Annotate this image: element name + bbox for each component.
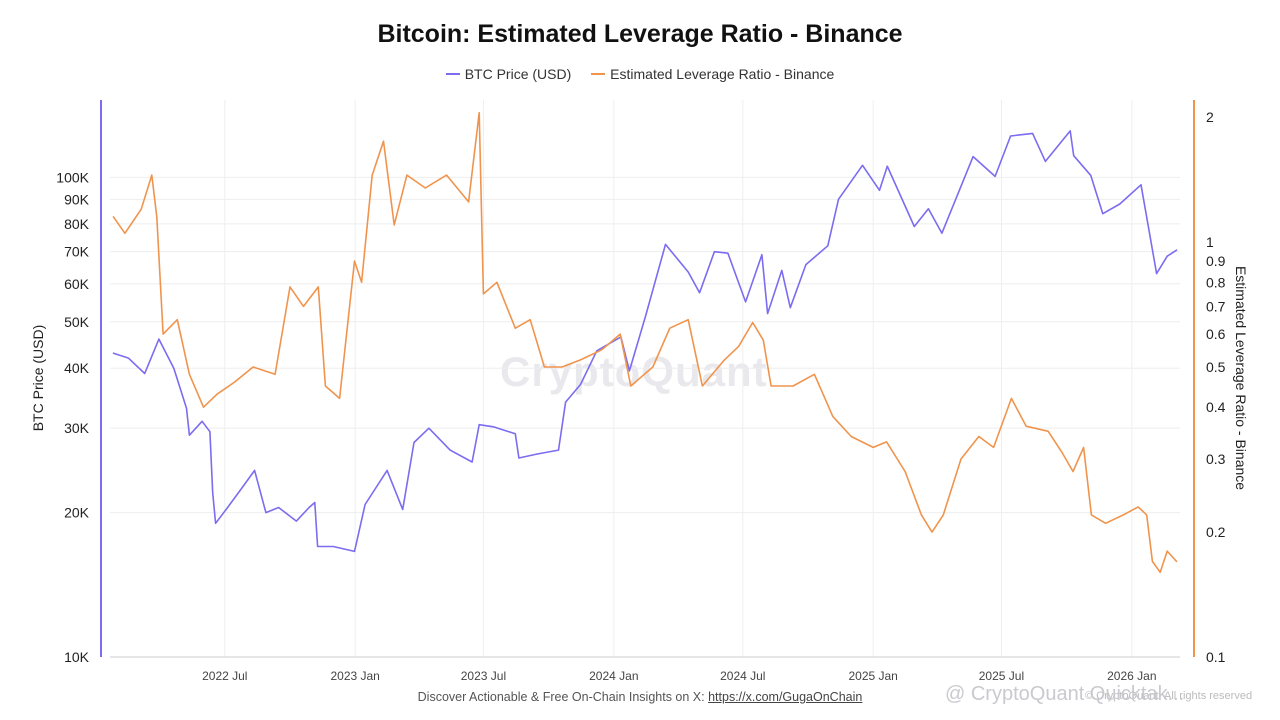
copyright-text: © CryptoQuant. All rights reserved xyxy=(1085,690,1253,702)
y-right-tick-label: 0.8 xyxy=(1206,274,1226,290)
y-left-tick-label: 40K xyxy=(64,360,90,376)
series-line-leverage-ratio xyxy=(112,111,1178,574)
source-badge: @ CryptoQuant Quicktak... xyxy=(945,683,1185,705)
y-left-tick-label: 10K xyxy=(64,649,90,665)
y-right-tick-label: 0.1 xyxy=(1206,649,1226,665)
y-right-tick-label: 0.9 xyxy=(1206,253,1226,269)
y-left-tick-label: 30K xyxy=(64,420,90,436)
x-tick-label: 2025 Jan xyxy=(848,669,897,683)
y-right-tick-label: 0.7 xyxy=(1206,298,1226,314)
y-right-tick-label: 0.3 xyxy=(1206,451,1226,467)
x-tick-label: 2026 Jan xyxy=(1107,669,1156,683)
chart-legend: BTC Price (USD) Estimated Leverage Ratio… xyxy=(0,62,1280,82)
y-right-tick-label: 0.5 xyxy=(1206,359,1226,375)
y-left-tick-label: 50K xyxy=(64,314,90,330)
x-tick-label: 2023 Jul xyxy=(461,669,506,683)
footer-link[interactable]: https://x.com/GugaOnChain xyxy=(708,690,863,704)
footer: Discover Actionable & Free On-Chain Insi… xyxy=(0,690,1280,704)
y-left-axis-title: BTC Price (USD) xyxy=(30,325,46,432)
gridlines xyxy=(110,100,1180,658)
legend-swatch-elr xyxy=(591,73,606,75)
y-right-tick-label: 0.2 xyxy=(1206,524,1226,540)
legend-label-btc: BTC Price (USD) xyxy=(464,66,572,82)
x-tick-label: 2023 Jan xyxy=(330,669,379,683)
series-layer xyxy=(112,111,1178,574)
x-tick-label: 2024 Jul xyxy=(720,669,765,683)
y-left-tick-label: 70K xyxy=(64,244,90,260)
y-left-tick-label: 20K xyxy=(64,505,90,521)
y-right-tick-label: 0.6 xyxy=(1206,326,1226,342)
y-right-axis-title: Estimated Leverage Ratio - Binance xyxy=(1233,266,1249,490)
legend-swatch-btc xyxy=(445,73,460,75)
legend-item-btc[interactable]: BTC Price (USD) xyxy=(445,66,572,82)
y-left-tick-label: 80K xyxy=(64,216,90,232)
footer-text: Discover Actionable & Free On-Chain Insi… xyxy=(417,690,705,704)
y-right-tick-label: 2 xyxy=(1206,109,1214,125)
y-left-tick-label: 60K xyxy=(64,276,90,292)
y-right-tick-label: 1 xyxy=(1206,234,1214,250)
x-tick-label: 2024 Jan xyxy=(589,669,638,683)
x-tick-label: 2022 Jul xyxy=(202,669,247,683)
y-left-tick-label: 100K xyxy=(56,169,89,185)
y-left-tick-label: 90K xyxy=(64,191,90,207)
axes: 10K 20K 30K 40K 50K 60K 70K 80K 90K 100K 2 1 0.9 0.8 0… xyxy=(30,100,1249,683)
legend-label-elr: Estimated Leverage Ratio - Binance xyxy=(610,66,835,82)
chart-title: Bitcoin: Estimated Leverage Ratio - Bina… xyxy=(377,20,903,48)
y-right-tick-label: 0.4 xyxy=(1206,399,1226,415)
x-tick-label: 2025 Jul xyxy=(979,669,1024,683)
legend-item-elr[interactable]: Estimated Leverage Ratio - Binance xyxy=(591,66,834,82)
series-line-btc-price xyxy=(112,130,1178,553)
